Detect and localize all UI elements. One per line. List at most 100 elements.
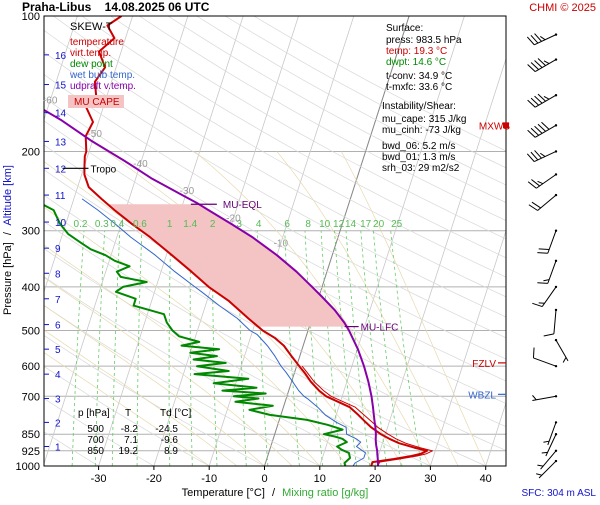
wind-barb — [537, 260, 557, 284]
wind-barb-staff — [554, 310, 556, 334]
instability-title: Instability/Shear: — [382, 101, 456, 112]
table-row-td: -24.5 — [155, 424, 178, 435]
mixing-ratio-label: 0.3 — [95, 219, 109, 230]
wind-barb-point — [555, 365, 557, 367]
isotherm-line — [541, 16, 600, 466]
tropopause-label: Tropo — [90, 164, 116, 175]
temperature-tick-label: 40 — [480, 473, 492, 485]
wind-barb-point — [555, 309, 557, 311]
pressure-tick-label: 200 — [22, 146, 40, 158]
pressure-tick-label: 925 — [22, 446, 40, 458]
moist-adiabat-line — [0, 152, 237, 467]
x-axis-title-sep: / — [272, 487, 276, 499]
wind-barb-point — [555, 58, 557, 60]
wind-barb — [555, 339, 568, 363]
mixing-ratio-label: 0.4 — [110, 219, 124, 230]
altitude-tick-label: 4 — [55, 370, 61, 381]
temperature-tick-label: -30 — [91, 473, 107, 485]
altitude-tick-label: 8 — [55, 269, 61, 280]
wind-barb — [528, 58, 558, 71]
wbzl-label: WBZL — [468, 390, 496, 401]
legend-title: SKEW-T — [70, 21, 113, 33]
pressure-tick-label: 500 — [22, 326, 40, 338]
legend-dew-point: dew point — [70, 59, 113, 70]
wind-barb-point — [555, 94, 557, 96]
t-mxfc: t-mxfc: 33.6 °C — [386, 82, 452, 93]
mixing-ratio-label: 6 — [284, 219, 290, 230]
wind-barb — [529, 194, 557, 211]
wind-barb-point — [555, 194, 557, 196]
table-row-p: 700 — [87, 435, 104, 446]
table-row-td: -9.6 — [161, 435, 179, 446]
wind-barb-feather — [544, 334, 554, 336]
mixing-ratio-label: 20 — [373, 219, 385, 230]
level-values-table: p [hPa] T Td [°C] 500 -8.2 -24.5 700 7.1… — [78, 408, 191, 457]
altitude-tick-label: 9 — [55, 244, 61, 255]
table-row-t: 19.2 — [119, 446, 139, 457]
table-row-t: 7.1 — [124, 435, 138, 446]
wind-barb-point — [555, 460, 557, 462]
sfc-altitude-label: SFC: 304 m ASL — [522, 488, 597, 499]
mixing-ratio-label: 0.2 — [74, 219, 88, 230]
altitude-tick-label: 7 — [55, 295, 61, 306]
wind-barb-feather — [533, 348, 534, 358]
pressure-tick-label: 600 — [22, 361, 40, 373]
wind-barbs — [527, 33, 568, 478]
legend-updraft: udpraft v.temp. — [70, 81, 136, 92]
temperature-tick-label: -10 — [201, 473, 217, 485]
bwd-06-value: bwd_06: 5.2 m/s — [382, 141, 455, 152]
wind-barb — [527, 150, 557, 161]
wind-barb — [528, 173, 557, 188]
wind-barb-point — [555, 421, 557, 423]
pressure-tick-label: 1000 — [16, 461, 40, 473]
wind-barb — [532, 395, 557, 400]
table-header-td: Td [°C] — [160, 408, 191, 419]
altitude-tick-label: 1 — [55, 442, 61, 453]
mu-lfc-label: MU-LFC — [361, 323, 399, 334]
wind-barb — [544, 309, 558, 336]
mixing-ratio-label: 12 — [333, 219, 345, 230]
isotherm-label: -50 — [87, 129, 102, 140]
wind-barb — [533, 348, 557, 368]
altitude-tick-label: 13 — [55, 137, 67, 148]
x-axis-title: Temperature [°C] / Mixing ratio [g/kg] — [182, 487, 369, 499]
copyright: CHMI © 2025 — [529, 2, 596, 14]
table-row-p: 500 — [87, 424, 104, 435]
mixing-ratio-label: 17 — [360, 219, 372, 230]
mxws-marker — [503, 122, 509, 128]
isotherm-label: -30 — [180, 186, 195, 197]
table-row-p: 850 — [87, 446, 104, 457]
fzlv-label: FZLV — [472, 359, 496, 370]
svg-text:Temperature [°C] /: Temperature [°C] / Mixing ratio [g/kg] — [182, 487, 369, 499]
surface-dewpoint: dwpt: 14.6 °C — [386, 57, 446, 68]
wind-barb-point — [555, 33, 557, 35]
wind-barb-feather — [532, 395, 536, 399]
surface-pressure: press: 983.5 hPa — [386, 35, 462, 46]
t-conv: t-conv: 34.9 °C — [386, 71, 452, 82]
mixing-ratio-label: 0.6 — [133, 219, 147, 230]
wind-barb-point — [555, 395, 557, 397]
pressure-tick-label: 400 — [22, 282, 40, 294]
mixing-ratio-label: 14 — [345, 219, 357, 230]
mixing-ratio-line — [112, 231, 120, 466]
wind-barb-point — [555, 260, 557, 262]
temperature-tick-label: 0 — [261, 473, 267, 485]
wind-barb-feather — [544, 61, 549, 64]
legend-wet-bulb: wet bulb temp. — [69, 70, 135, 81]
isotherm-label: -20 — [226, 214, 241, 225]
wind-barb-feather — [540, 153, 545, 156]
altitude-tick-label: 11 — [55, 191, 66, 202]
temperature-tick-label: -20 — [146, 473, 162, 485]
table-row-t: -8.2 — [121, 424, 139, 435]
surface-title: Surface: — [386, 23, 423, 34]
altitude-tick-label: 16 — [55, 51, 67, 62]
mixing-ratio-label: 10 — [319, 219, 331, 230]
wind-barb-feather — [538, 181, 543, 183]
svg-text:Pressure [hPa] / A: Pressure [hPa] / Altitude [km] — [2, 165, 14, 315]
isotherm-label: -10 — [274, 238, 289, 249]
mixing-ratio-label: 1 — [167, 219, 173, 230]
wind-barb — [543, 421, 557, 445]
x-axis-title-mix: Mixing ratio [g/kg] — [282, 487, 368, 499]
wind-barb-feather — [563, 357, 566, 362]
